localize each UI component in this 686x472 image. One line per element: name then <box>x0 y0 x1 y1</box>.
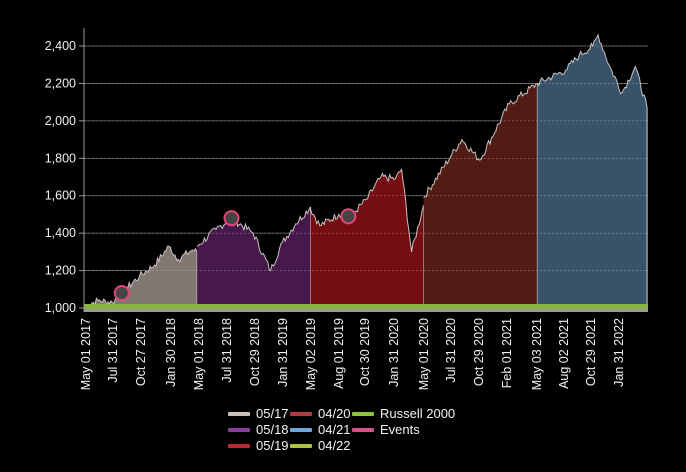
legend-item[interactable]: 04/21 <box>290 422 352 438</box>
x-tick-label: Feb 01 2021 <box>500 318 514 388</box>
legend-swatch-icon <box>228 428 250 432</box>
y-tick-label: 1,000 <box>45 301 76 315</box>
x-tick-label: May 01 2020 <box>417 318 431 390</box>
legend-item[interactable]: 05/19 <box>228 438 290 454</box>
series-0518 <box>196 206 312 308</box>
legend-item[interactable]: Russell 2000 <box>352 406 462 422</box>
x-tick-label: Oct 27 2017 <box>134 318 148 386</box>
x-tick-label: Jul 31 2018 <box>220 318 234 383</box>
legend-item[interactable]: 04/20 <box>290 406 352 422</box>
x-tick-label: May 03 2021 <box>530 318 544 390</box>
x-tick-label: May 01 2017 <box>79 318 93 390</box>
legend-label: Russell 2000 <box>380 406 456 421</box>
legend-label: 05/19 <box>256 438 289 453</box>
legend-swatch-icon <box>228 412 250 416</box>
event-marker[interactable] <box>113 285 130 302</box>
series-0519 <box>310 168 425 308</box>
chart-canvas: 1,000 1,200 1,400 1,600 1,800 2,000 2,200 2,400… <box>45 28 648 390</box>
series-0421 <box>536 33 648 309</box>
legend-label: Events <box>380 422 420 437</box>
series-0517 <box>83 245 198 308</box>
x-tick-label: Aug 01 2019 <box>332 318 346 389</box>
legend-label: 04/22 <box>318 438 351 453</box>
x-tick-label: Jul 31 2020 <box>444 318 458 383</box>
x-tick-label: Jan 31 2022 <box>612 318 626 387</box>
russell-2000-line <box>84 304 648 312</box>
x-tick-label: Jan 30 2018 <box>164 318 178 387</box>
legend-swatch-icon <box>290 412 312 416</box>
y-tick-label: 2,400 <box>45 39 76 53</box>
y-tick-label: 2,000 <box>45 114 76 128</box>
legend-swatch-icon <box>290 444 312 448</box>
x-tick-label: Jan 31 2019 <box>276 318 290 387</box>
legend-swatch-icon <box>352 412 374 416</box>
y-tick-label: 1,400 <box>45 226 76 240</box>
legend-label: 05/17 <box>256 406 289 421</box>
x-tick-label: Jan 31 2020 <box>387 318 401 387</box>
legend-swatch-icon <box>290 428 312 432</box>
legend-swatch-icon <box>228 444 250 448</box>
x-tick-label: Oct 29 2020 <box>472 318 486 386</box>
y-tick-label: 2,200 <box>45 76 76 90</box>
event-marker[interactable] <box>340 208 357 225</box>
y-axis: 1,000 1,200 1,400 1,600 1,800 2,000 2,200 2,400 <box>45 28 85 315</box>
x-tick-label: Oct 29 2018 <box>248 318 262 386</box>
x-tick-label: May 01 2018 <box>192 318 206 390</box>
x-tick-label: Aug 02 2021 <box>557 318 571 389</box>
legend-item[interactable]: Events <box>352 422 462 438</box>
x-tick-label: Jul 31 2017 <box>106 318 120 383</box>
legend-item[interactable]: 05/18 <box>228 422 290 438</box>
x-tick-label: Oct 30 2019 <box>358 318 372 386</box>
y-tick-label: 1,200 <box>45 264 76 278</box>
legend-label: 04/21 <box>318 422 351 437</box>
legend: 05/17 04/20 Russell 2000 05/18 04/21 Events 05… <box>228 406 462 454</box>
x-tick-label: May 02 2019 <box>304 318 318 390</box>
x-tick-label: Oct 29 2021 <box>584 318 598 386</box>
legend-item[interactable]: 04/22 <box>290 438 352 454</box>
y-tick-label: 1,600 <box>45 189 76 203</box>
event-marker[interactable] <box>223 210 240 227</box>
event-markers <box>113 208 357 302</box>
y-tick-label: 1,800 <box>45 151 76 165</box>
area-series <box>83 33 648 309</box>
legend-item[interactable]: 05/17 <box>228 406 290 422</box>
x-axis: May 01 2017 Jul 31 2017 Oct 27 2017 Jan 30 … <box>79 318 626 390</box>
legend-swatch-icon <box>352 428 374 432</box>
legend-label: 05/18 <box>256 422 289 437</box>
legend-label: 04/20 <box>318 406 351 421</box>
